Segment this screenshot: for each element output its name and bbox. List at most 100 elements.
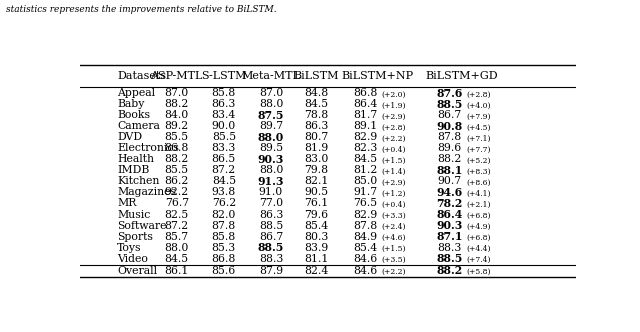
Text: 85.8: 85.8 — [212, 88, 236, 98]
Text: (+5.2): (+5.2) — [466, 157, 490, 165]
Text: Music: Music — [117, 209, 150, 219]
Text: 88.5: 88.5 — [258, 242, 284, 253]
Text: 79.6: 79.6 — [305, 209, 329, 219]
Text: Video: Video — [117, 254, 148, 264]
Text: 90.3: 90.3 — [258, 154, 284, 165]
Text: 89.7: 89.7 — [259, 121, 283, 131]
Text: 85.4: 85.4 — [353, 243, 377, 253]
Text: 83.4: 83.4 — [212, 110, 236, 120]
Text: Overall: Overall — [117, 266, 157, 276]
Text: Baby: Baby — [117, 99, 145, 109]
Text: 85.6: 85.6 — [212, 266, 236, 276]
Text: 86.1: 86.1 — [164, 266, 189, 276]
Text: 88.2: 88.2 — [436, 265, 463, 276]
Text: Toys: Toys — [117, 243, 141, 253]
Text: 94.6: 94.6 — [436, 187, 463, 198]
Text: 91.0: 91.0 — [259, 188, 283, 198]
Text: 88.5: 88.5 — [436, 253, 463, 264]
Text: BiLSTM+GD: BiLSTM+GD — [426, 71, 498, 81]
Text: 84.5: 84.5 — [164, 254, 189, 264]
Text: 84.6: 84.6 — [353, 254, 378, 264]
Text: 88.0: 88.0 — [258, 132, 284, 143]
Text: (+7.7): (+7.7) — [466, 146, 490, 154]
Text: 76.1: 76.1 — [305, 199, 329, 208]
Text: (+4.4): (+4.4) — [466, 245, 490, 253]
Text: 81.2: 81.2 — [353, 165, 378, 175]
Text: Meta-MTL: Meta-MTL — [241, 71, 300, 81]
Text: 87.0: 87.0 — [259, 88, 283, 98]
Text: 89.6: 89.6 — [437, 143, 461, 153]
Text: (+3.3): (+3.3) — [381, 212, 406, 220]
Text: 85.5: 85.5 — [212, 132, 236, 142]
Text: 87.8: 87.8 — [437, 132, 461, 142]
Text: 77.0: 77.0 — [259, 199, 283, 208]
Text: 86.4: 86.4 — [436, 209, 463, 220]
Text: Software: Software — [117, 220, 166, 230]
Text: (+2.4): (+2.4) — [381, 223, 406, 231]
Text: (+1.4): (+1.4) — [381, 168, 406, 176]
Text: (+7.9): (+7.9) — [466, 113, 490, 121]
Text: Datasets: Datasets — [117, 71, 166, 81]
Text: 88.2: 88.2 — [164, 154, 189, 164]
Text: 91.3: 91.3 — [258, 176, 284, 187]
Text: 87.2: 87.2 — [164, 220, 189, 230]
Text: 86.8: 86.8 — [212, 254, 236, 264]
Text: 86.7: 86.7 — [259, 232, 283, 242]
Text: 84.5: 84.5 — [305, 99, 329, 109]
Text: BiLSTM: BiLSTM — [294, 71, 339, 81]
Text: (+2.9): (+2.9) — [381, 113, 406, 121]
Text: 80.7: 80.7 — [305, 132, 329, 142]
Text: (+5.8): (+5.8) — [466, 268, 490, 276]
Text: 90.3: 90.3 — [436, 220, 463, 231]
Text: S-LSTM: S-LSTM — [201, 71, 246, 81]
Text: BiLSTM+NP: BiLSTM+NP — [342, 71, 413, 81]
Text: Camera: Camera — [117, 121, 160, 131]
Text: 85.5: 85.5 — [164, 132, 189, 142]
Text: (+4.0): (+4.0) — [466, 102, 490, 110]
Text: 82.3: 82.3 — [353, 143, 378, 153]
Text: 82.4: 82.4 — [305, 266, 329, 276]
Text: 85.5: 85.5 — [164, 165, 189, 175]
Text: 87.8: 87.8 — [212, 220, 236, 230]
Text: Magazines: Magazines — [117, 188, 176, 198]
Text: 87.9: 87.9 — [259, 266, 283, 276]
Text: Kitchen: Kitchen — [117, 176, 159, 187]
Text: IMDB: IMDB — [117, 165, 150, 175]
Text: (+7.1): (+7.1) — [466, 134, 490, 142]
Text: Appeal: Appeal — [117, 88, 156, 98]
Text: (+1.9): (+1.9) — [381, 102, 406, 110]
Text: DVD: DVD — [117, 132, 142, 142]
Text: (+0.4): (+0.4) — [381, 201, 406, 209]
Text: 87.8: 87.8 — [353, 220, 378, 230]
Text: (+2.2): (+2.2) — [381, 134, 406, 142]
Text: (+6.8): (+6.8) — [466, 212, 490, 220]
Text: 86.4: 86.4 — [353, 99, 378, 109]
Text: 82.1: 82.1 — [305, 176, 329, 187]
Text: (+7.4): (+7.4) — [466, 256, 490, 264]
Text: 76.5: 76.5 — [353, 199, 377, 208]
Text: (+0.4): (+0.4) — [381, 146, 406, 154]
Text: Electronics: Electronics — [117, 143, 179, 153]
Text: 89.2: 89.2 — [164, 121, 189, 131]
Text: 84.6: 84.6 — [353, 266, 378, 276]
Text: 85.8: 85.8 — [212, 232, 236, 242]
Text: 80.3: 80.3 — [305, 232, 329, 242]
Text: 82.9: 82.9 — [353, 132, 378, 142]
Text: 86.8: 86.8 — [353, 88, 378, 98]
Text: 86.2: 86.2 — [164, 176, 189, 187]
Text: (+4.1): (+4.1) — [466, 190, 490, 198]
Text: 90.7: 90.7 — [438, 176, 461, 187]
Text: (+3.5): (+3.5) — [381, 256, 406, 264]
Text: statistics represents the improvements relative to BiLSTM.: statistics represents the improvements r… — [6, 5, 277, 14]
Text: 84.9: 84.9 — [353, 232, 377, 242]
Text: (+4.6): (+4.6) — [381, 234, 406, 242]
Text: (+4.5): (+4.5) — [466, 124, 490, 131]
Text: ASP-MTL: ASP-MTL — [150, 71, 203, 81]
Text: 82.0: 82.0 — [212, 209, 236, 219]
Text: 83.9: 83.9 — [305, 243, 329, 253]
Text: (+2.2): (+2.2) — [381, 268, 406, 276]
Text: 88.5: 88.5 — [259, 220, 283, 230]
Text: 78.8: 78.8 — [305, 110, 329, 120]
Text: 88.1: 88.1 — [436, 165, 463, 176]
Text: 89.1: 89.1 — [353, 121, 378, 131]
